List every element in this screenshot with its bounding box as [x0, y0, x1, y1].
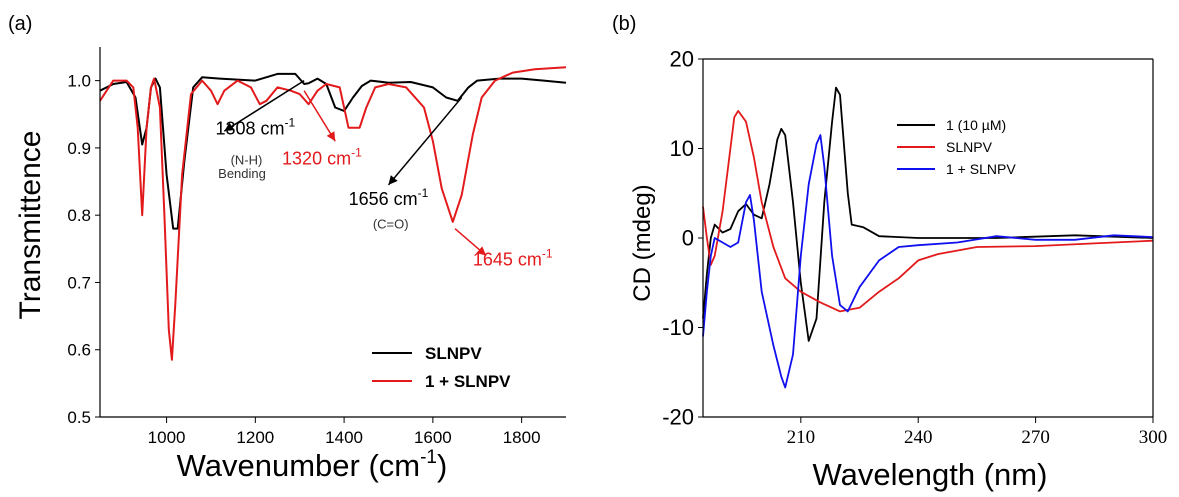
panel-b-x-tick-label: 210 — [787, 427, 816, 448]
panel-b-series-1-line — [702, 110, 1154, 313]
panel-a-y-tick-label: 0.7 — [67, 273, 91, 292]
panel-b-legend: 1 (10 µM) SLNPV 1 + SLNPV — [897, 117, 1016, 177]
panel-b-x-tick-label: 240 — [904, 427, 933, 448]
panel-a-annotation-label: 1645 cm-1 — [473, 247, 553, 270]
panel-a-x-axis-label: Wavenumber (cm-1) — [177, 447, 448, 483]
panel-a-legend-label-0: SLNPV — [425, 344, 482, 363]
panel-b-x-tick-label: 300 — [1139, 427, 1168, 448]
panel-a-annotation-label: 1320 cm-1 — [282, 146, 362, 169]
panel-a-y-tick-label: 0.9 — [67, 139, 91, 158]
panel-b-label: (b) — [612, 13, 636, 35]
panel-a-annotation-arrow — [303, 90, 336, 142]
panel-a-legend: SLNPV 1 + SLNPV — [372, 344, 511, 391]
panel-b-y-tick-label: -10 — [662, 315, 694, 340]
panel-a-label: (a) — [8, 13, 32, 35]
panel-b-y-tick-label: 20 — [670, 47, 694, 72]
panel-a-annotation-label: (N-H) — [231, 153, 263, 168]
panel-b-axes: 210 240 270 300 -20 -10 0 10 20 — [662, 47, 1167, 448]
panel-a-annotation-label: 1656 cm-1 — [349, 186, 429, 209]
panel-b-y-tick-label: 0 — [682, 226, 694, 251]
panel-b-legend-label-0: 1 (10 µM) — [946, 117, 1006, 133]
panel-b-chart: (b) 210 240 270 300 -20 -10 0 10 20 Wavelength (… — [612, 13, 1167, 492]
panel-a-x-tick-label: 1200 — [236, 428, 274, 447]
panel-a-y-tick-label: 0.5 — [67, 408, 91, 427]
panel-a-axes: 1000 1200 1400 1600 1800 0.5 0.6 0.7 0.8 0.9 1.0 — [67, 47, 566, 447]
panel-a-annotation-label: (C=O) — [373, 217, 409, 232]
panel-a-annotation-arrow — [387, 96, 463, 186]
panel-a-y-tick-label: 0.6 — [67, 341, 91, 360]
panel-b-legend-label-1: SLNPV — [946, 139, 993, 155]
panel-a-y-tick-label: 0.8 — [67, 206, 91, 225]
panel-b-x-tick-label: 270 — [1021, 427, 1050, 448]
panel-b-y-axis-label: CD (mdeg) — [629, 184, 656, 301]
panel-a-y-tick-label: 1.0 — [67, 72, 91, 91]
panel-b-y-tick-label: -20 — [662, 405, 694, 430]
panel-a-annotation-label: Bending — [218, 166, 266, 181]
panel-b-plot-area — [702, 86, 1154, 389]
panel-a-chart: (a) 1000 1200 1400 1600 18000.50.60.70.80.91… — [8, 13, 567, 483]
panel-a-plot-area — [99, 66, 567, 361]
panel-a-annotation-arrow — [223, 80, 305, 132]
panel-b-y-tick-label: 10 — [670, 136, 694, 161]
panel-b-series-2-line — [702, 134, 1154, 389]
panel-a-x-tick-label: 1800 — [503, 428, 541, 447]
panel-b-x-axis-label: Wavelength (nm) — [813, 457, 1048, 492]
panel-a-legend-label-1: 1 + SLNPV — [425, 372, 511, 391]
panel-a-x-tick-label: 1400 — [325, 428, 363, 447]
panel-a-series-1-line — [99, 66, 567, 361]
panel-b-legend-label-2: 1 + SLNPV — [946, 161, 1016, 177]
panel-a-annotation-label: 1308 cm-1 — [215, 115, 295, 138]
panel-a-x-tick-label: 1600 — [414, 428, 452, 447]
panel-a-y-axis-label: Transmittence — [14, 131, 47, 320]
panel-b-series-0-line — [702, 86, 1154, 342]
panel-a-annotations: 1308 cm-1 (N-H)Bending 1320 cm-1 1656 cm-1 (… — [215, 80, 553, 270]
panel-a-x-tick-label: 1000 — [148, 428, 186, 447]
panel-a-annotation-arrow — [454, 228, 487, 257]
